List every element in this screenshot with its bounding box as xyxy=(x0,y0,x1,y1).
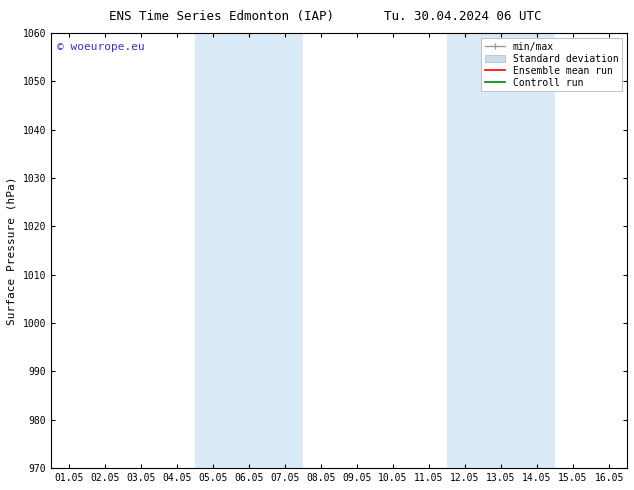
Text: Tu. 30.04.2024 06 UTC: Tu. 30.04.2024 06 UTC xyxy=(384,10,541,23)
Bar xyxy=(447,33,555,468)
Text: ENS Time Series Edmonton (IAP): ENS Time Series Edmonton (IAP) xyxy=(110,10,334,23)
Legend: min/max, Standard deviation, Ensemble mean run, Controll run: min/max, Standard deviation, Ensemble me… xyxy=(481,38,622,92)
Bar xyxy=(195,33,303,468)
Y-axis label: Surface Pressure (hPa): Surface Pressure (hPa) xyxy=(7,176,17,325)
Text: © woeurope.eu: © woeurope.eu xyxy=(56,42,145,52)
